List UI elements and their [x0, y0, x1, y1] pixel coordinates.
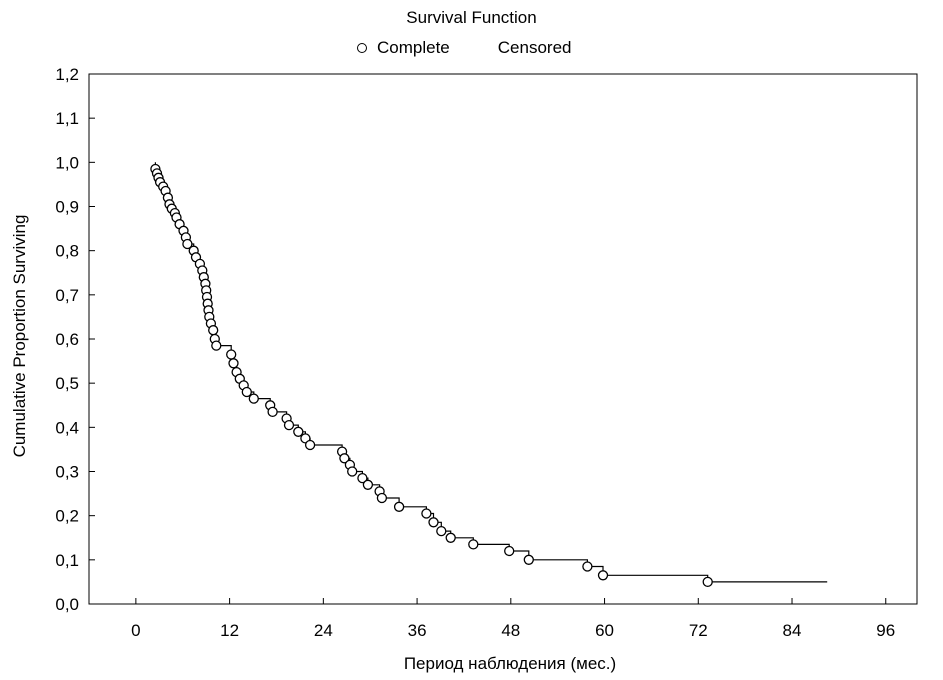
complete-point — [293, 426, 304, 437]
chart-title: Survival Function — [406, 8, 537, 27]
complete-point — [248, 393, 259, 404]
y-tick-label: 0,8 — [55, 242, 79, 261]
x-tick-label: 24 — [314, 621, 333, 640]
complete-point — [347, 466, 358, 477]
y-axis-label: Cumulative Proportion Surviving — [10, 214, 29, 458]
y-tick-label: 0,0 — [55, 595, 79, 614]
complete-point — [267, 406, 278, 418]
complete-point — [304, 439, 316, 451]
x-tick-label: 36 — [408, 621, 427, 640]
y-tick-label: 0,2 — [55, 507, 79, 526]
y-tick-label: 0,3 — [55, 463, 79, 482]
legend: Complete Censored — [357, 38, 571, 58]
y-axis: 0,0 0,1 0,2 0,3 0,4 0,5 0,6 0,7 0,8 0,9 1,0 1,1 1,2 — [55, 65, 95, 614]
complete-point — [702, 576, 713, 588]
x-axis-label: Период наблюдения (мес.) — [403, 654, 617, 673]
y-tick-label: 1,0 — [55, 153, 79, 172]
complete-point — [362, 479, 374, 490]
complete-point — [241, 386, 252, 398]
complete-point — [597, 570, 609, 581]
x-tick-label: 0 — [131, 621, 140, 640]
legend-label-censored: Censored — [497, 38, 572, 57]
legend-label-complete: Complete — [377, 38, 450, 57]
x-tick-label: 96 — [876, 621, 895, 640]
complete-point — [523, 554, 534, 565]
y-tick-label: 0,7 — [55, 286, 79, 305]
complete-point — [228, 358, 239, 369]
x-tick-label: 72 — [689, 621, 708, 640]
x-axis: 0 12 24 36 48 60 72 84 96 — [131, 598, 895, 640]
y-tick-label: 0,5 — [55, 374, 79, 393]
complete-point — [283, 419, 295, 431]
survival-step-line — [154, 162, 828, 583]
x-tick-label: 60 — [595, 621, 614, 640]
series-layer — [150, 162, 828, 588]
x-tick-label: 12 — [220, 621, 239, 640]
complete-point — [357, 472, 368, 484]
complete-point — [436, 525, 447, 537]
y-tick-label: 1,2 — [55, 65, 79, 84]
complete-point — [421, 508, 432, 519]
complete-point — [468, 539, 479, 550]
complete-point — [582, 561, 593, 572]
y-tick-label: 0,4 — [55, 418, 79, 437]
complete-point — [504, 545, 515, 557]
complete-point — [445, 532, 456, 543]
y-tick-label: 0,9 — [55, 198, 79, 217]
complete-point — [208, 325, 219, 336]
complete-point — [376, 492, 388, 504]
y-tick-label: 1,1 — [55, 109, 79, 128]
legend-marker-complete — [357, 43, 367, 53]
complete-point — [226, 349, 237, 360]
complete-point — [393, 501, 405, 512]
x-tick-label: 48 — [501, 621, 520, 640]
x-tick-label: 84 — [783, 621, 802, 640]
complete-point — [428, 517, 439, 528]
complete-point — [211, 340, 222, 351]
y-tick-label: 0,1 — [55, 551, 79, 570]
complete-point — [339, 453, 350, 464]
y-tick-label: 0,6 — [55, 330, 79, 349]
complete-point — [182, 238, 193, 250]
